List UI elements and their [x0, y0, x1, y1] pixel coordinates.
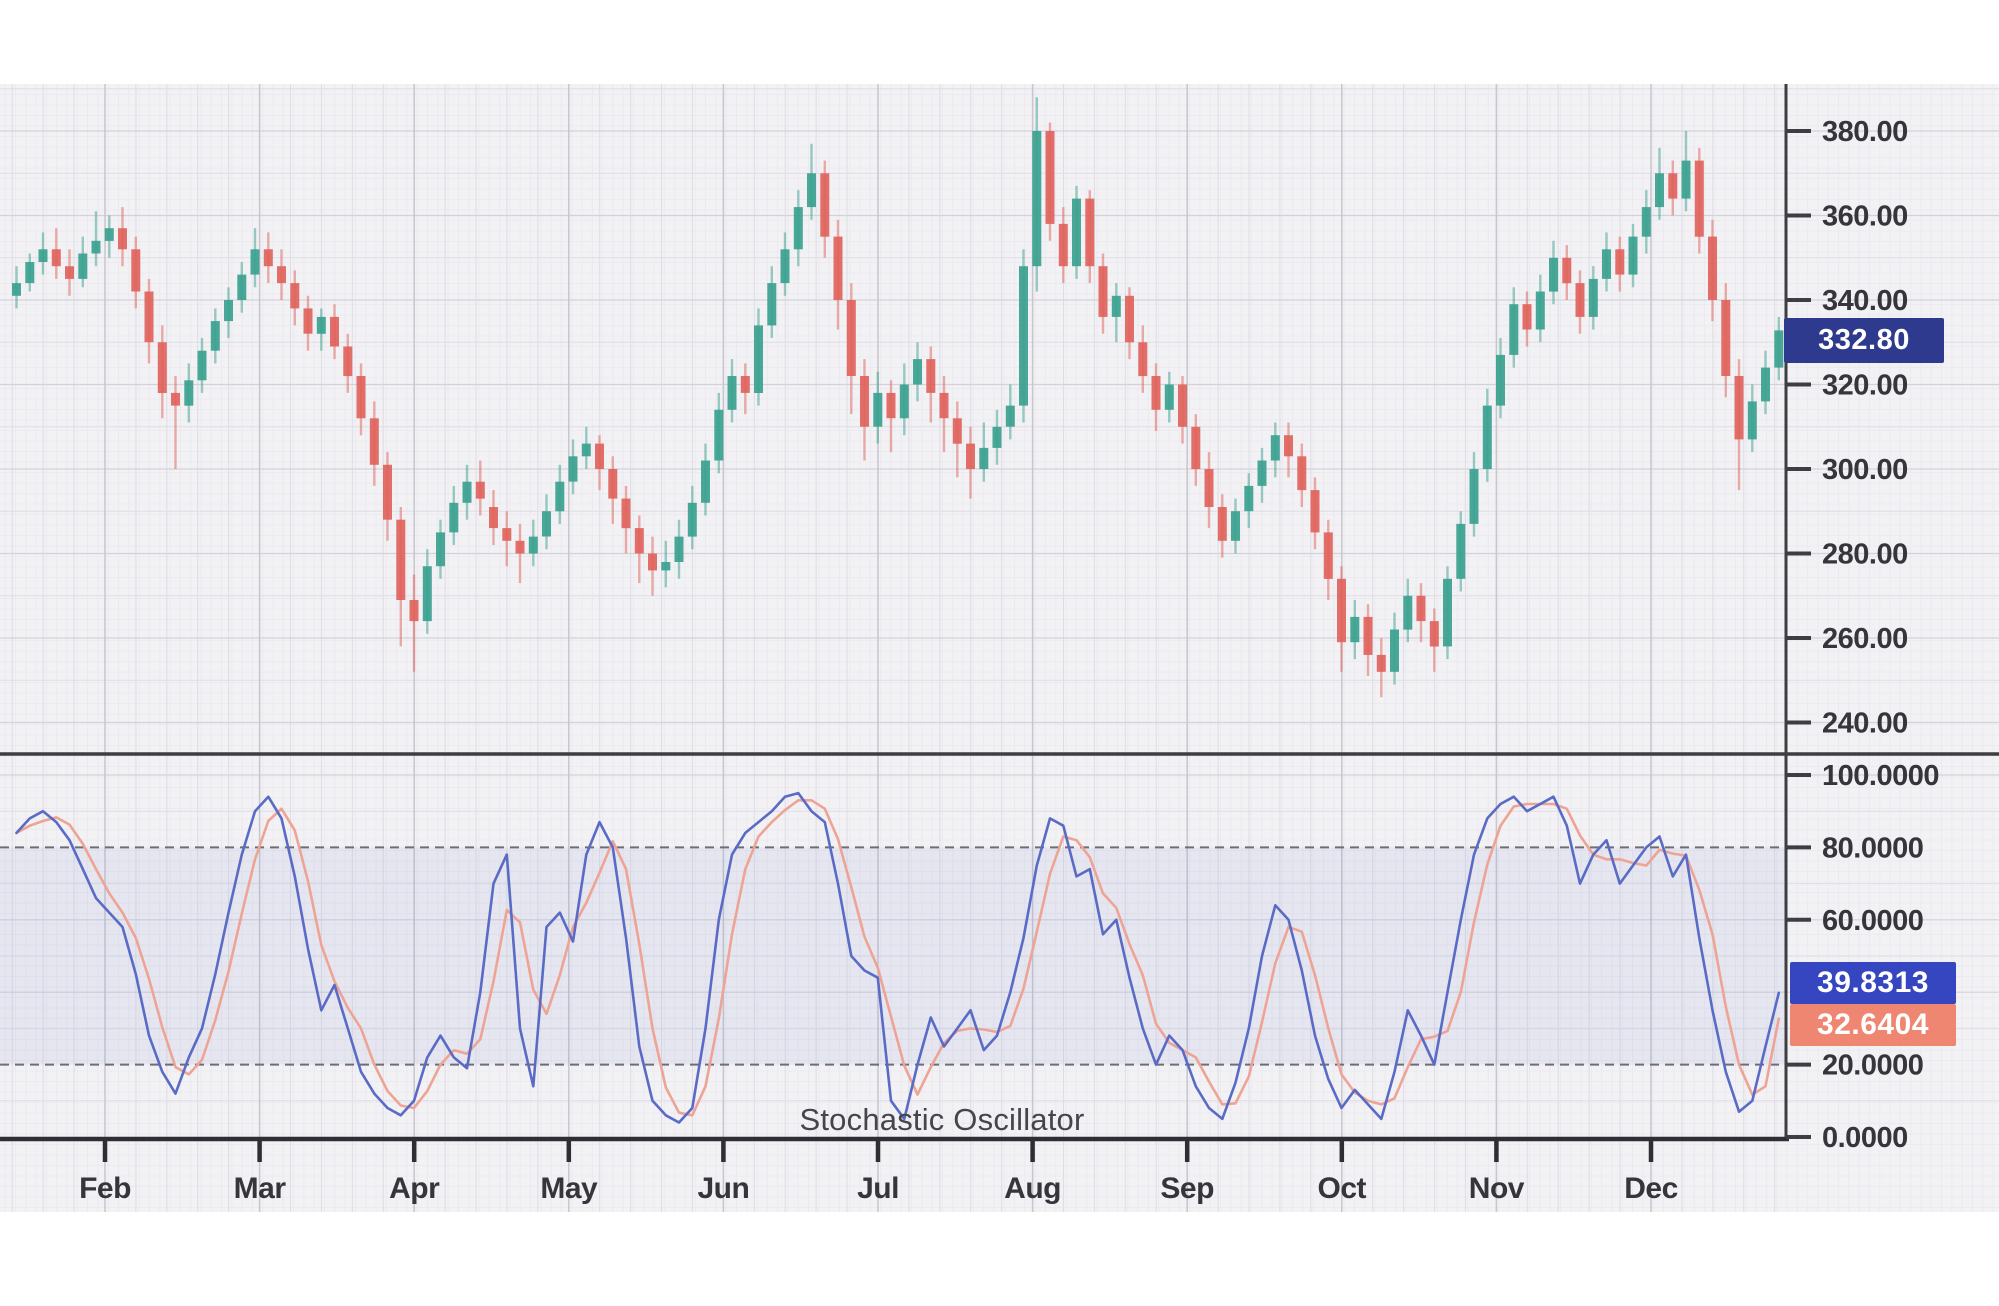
grid-layer: [0, 84, 1999, 1212]
svg-text:Mar: Mar: [234, 1172, 287, 1205]
svg-text:260.00: 260.00: [1822, 623, 1908, 655]
svg-text:360.00: 360.00: [1822, 201, 1908, 233]
last-price-badge: 332.80: [1784, 318, 1944, 363]
svg-text:60.0000: 60.0000: [1822, 905, 1923, 937]
svg-text:380.00: 380.00: [1822, 116, 1908, 148]
svg-text:300.00: 300.00: [1822, 454, 1908, 486]
svg-text:Nov: Nov: [1469, 1172, 1525, 1205]
svg-text:20.0000: 20.0000: [1822, 1050, 1923, 1082]
svg-text:Jul: Jul: [857, 1172, 899, 1205]
axes-layer: [0, 84, 1999, 1142]
indicator-title: Stochastic Oscillator: [799, 1102, 1085, 1137]
svg-text:Sep: Sep: [1160, 1172, 1214, 1205]
stochastic-d-value: 32.6404: [1817, 1008, 1929, 1041]
svg-text:340.00: 340.00: [1822, 285, 1908, 317]
svg-text:Jun: Jun: [697, 1172, 749, 1205]
stochastic-d-badge: 32.6404: [1790, 1004, 1956, 1046]
stochastic-lines-layer: [15, 791, 1781, 1124]
svg-text:0.0000: 0.0000: [1822, 1122, 1908, 1154]
candles-layer: [12, 97, 1784, 698]
svg-text:240.00: 240.00: [1822, 708, 1908, 740]
stochastic-k-line: [15, 791, 1781, 1124]
svg-text:Oct: Oct: [1318, 1172, 1367, 1205]
svg-text:80.0000: 80.0000: [1822, 832, 1923, 864]
stochastic-k-value: 39.8313: [1817, 966, 1929, 999]
stochastic-d-line: [15, 798, 1781, 1117]
svg-text:320.00: 320.00: [1822, 370, 1908, 402]
svg-text:280.00: 280.00: [1822, 539, 1908, 571]
svg-text:Dec: Dec: [1624, 1172, 1678, 1205]
svg-text:Aug: Aug: [1004, 1172, 1061, 1205]
last-price-value: 332.80: [1818, 324, 1910, 356]
svg-text:Apr: Apr: [389, 1172, 440, 1205]
oscillator-band-layer: [0, 846, 1786, 1066]
axis-labels-layer: 380.00 360.00 340.00 320.00 300.00 280.00 260.…: [79, 116, 1939, 1205]
svg-text:100.0000: 100.0000: [1822, 760, 1939, 792]
svg-text:May: May: [540, 1172, 598, 1205]
svg-text:Feb: Feb: [79, 1172, 131, 1205]
stochastic-k-badge: 39.8313: [1790, 962, 1956, 1004]
